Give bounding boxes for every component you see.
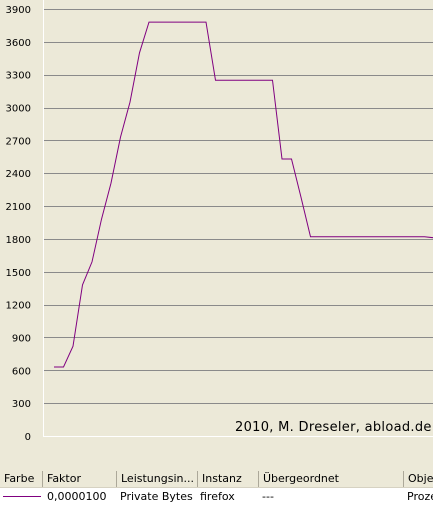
series-color-swatch	[3, 496, 41, 497]
y-tick-label: 3000	[6, 104, 31, 115]
column-header-counter[interactable]: Leistungsin...	[117, 471, 198, 487]
y-tick-label: 300	[12, 399, 31, 410]
y-tick-label: 2400	[6, 169, 31, 180]
series-line-private-bytes	[54, 21, 433, 368]
column-header-object[interactable]: Obje	[408, 472, 433, 485]
y-tick-label: 3300	[6, 71, 31, 82]
y-tick-label: 2100	[6, 202, 31, 213]
y-tick-label: 3600	[6, 38, 31, 49]
y-tick-label: 2700	[6, 136, 31, 147]
y-tick-label: 3900	[6, 5, 31, 16]
cell-factor: 0,0000100	[47, 490, 107, 503]
cell-object: Proze	[407, 490, 433, 503]
column-header-instance[interactable]: Instanz	[198, 471, 259, 487]
legend-header-row: Farbe Faktor Leistungsin... Instanz Über…	[0, 471, 433, 488]
column-header-factor[interactable]: Faktor	[43, 471, 117, 487]
cell-counter: Private Bytes	[120, 490, 193, 503]
y-tick-label: 1500	[6, 268, 31, 279]
y-tick-label: 0	[25, 432, 31, 443]
y-tick-label: 1200	[6, 301, 31, 312]
chart-plot: 0 300 600 900 1200 1500 1800 2100 2400 2700 3000 33…	[0, 0, 433, 471]
y-tick-label: 1800	[6, 235, 31, 246]
cell-instance: firefox	[200, 490, 235, 503]
y-axis-ticks: 0 300 600 900 1200 1500 1800 2100 2400 2700 3000 33…	[6, 5, 31, 443]
y-tick-label: 600	[12, 366, 31, 377]
gridlines	[43, 0, 433, 437]
watermark-text: 2010, M. Dreseler, abload.de	[235, 420, 432, 435]
plot-background	[0, 0, 433, 471]
column-header-parent[interactable]: Übergeordnet	[259, 471, 404, 487]
counter-legend-table[interactable]: Farbe Faktor Leistungsin... Instanz Über…	[0, 471, 433, 512]
legend-row-private-bytes[interactable]: 0,0000100 Private Bytes firefox --- Proz…	[0, 489, 433, 505]
series-layer	[54, 21, 433, 368]
column-header-color[interactable]: Farbe	[0, 471, 43, 487]
y-tick-label: 900	[12, 333, 31, 344]
cell-parent: ---	[262, 490, 274, 503]
